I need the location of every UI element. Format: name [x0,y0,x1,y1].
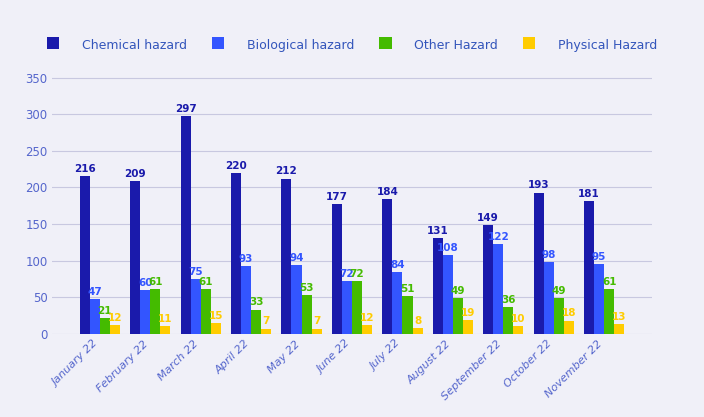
Text: 177: 177 [326,192,348,202]
Text: 181: 181 [578,189,600,199]
Text: 49: 49 [451,286,465,296]
Text: 60: 60 [138,278,153,288]
Text: 11: 11 [158,314,172,324]
Text: 297: 297 [175,104,196,114]
Text: 10: 10 [511,314,526,324]
Bar [191,279,201,334]
Bar [89,299,100,334]
Text: 33: 33 [249,297,263,307]
Text: 61: 61 [148,277,163,287]
Bar [564,321,574,334]
Bar [342,281,352,334]
Text: 61: 61 [199,277,213,287]
Bar [291,265,301,334]
Text: 220: 220 [225,161,247,171]
Text: 184: 184 [377,187,398,197]
Text: 36: 36 [501,295,515,305]
Bar [594,264,604,334]
Bar [282,178,291,334]
Text: 51: 51 [401,284,415,294]
Text: 12: 12 [108,313,122,323]
Text: 53: 53 [299,283,314,293]
Bar [543,262,554,334]
Bar [453,298,463,334]
Text: 209: 209 [125,168,146,178]
Text: 72: 72 [339,269,354,279]
Bar [382,199,392,334]
Bar [443,255,453,334]
Text: 216: 216 [74,163,96,173]
Bar [180,116,191,334]
Bar [261,329,271,334]
Bar [615,324,624,334]
Text: 13: 13 [612,312,627,322]
Bar [503,307,513,334]
Bar [483,225,494,334]
Bar [604,289,615,334]
Text: 95: 95 [592,252,606,262]
Bar [352,281,362,334]
Text: 47: 47 [87,287,102,297]
Bar [80,176,89,334]
Bar [150,289,161,334]
Text: 8: 8 [414,316,421,326]
Bar [231,173,241,334]
Text: 122: 122 [487,232,509,242]
Bar [433,238,443,334]
Bar [100,319,110,334]
Bar [161,326,170,334]
Text: 19: 19 [461,308,475,318]
Text: 149: 149 [477,213,499,223]
Bar [534,193,543,334]
Bar [210,323,221,334]
Bar [362,325,372,334]
Text: 49: 49 [551,286,566,296]
Text: 61: 61 [602,277,617,287]
Bar [130,181,140,334]
Text: 7: 7 [263,317,270,327]
Bar [110,325,120,334]
Text: 75: 75 [189,267,203,277]
Bar [241,266,251,334]
Bar [513,327,524,334]
Bar [554,298,564,334]
Text: 98: 98 [541,250,556,260]
Text: 84: 84 [390,260,405,270]
Bar [301,295,312,334]
Text: 193: 193 [528,180,549,190]
Text: 12: 12 [360,313,375,323]
Text: 131: 131 [427,226,448,236]
Bar [413,328,422,334]
Bar [332,204,342,334]
Text: 7: 7 [313,317,320,327]
Text: 94: 94 [289,253,303,263]
Text: 18: 18 [562,309,576,319]
Text: 93: 93 [239,254,253,264]
Bar [251,309,261,334]
Legend: Chemical hazard, Biological hazard, Other Hazard, Physical Hazard: Chemical hazard, Biological hazard, Othe… [42,34,662,57]
Bar [403,296,413,334]
Bar [392,272,403,334]
Bar [584,201,594,334]
Bar [463,320,473,334]
Text: 212: 212 [275,166,297,176]
Text: 72: 72 [350,269,365,279]
Bar [140,290,150,334]
Bar [494,244,503,334]
Bar [312,329,322,334]
Text: 108: 108 [437,243,459,253]
Text: 15: 15 [208,311,223,321]
Text: 21: 21 [98,306,112,316]
Bar [201,289,210,334]
